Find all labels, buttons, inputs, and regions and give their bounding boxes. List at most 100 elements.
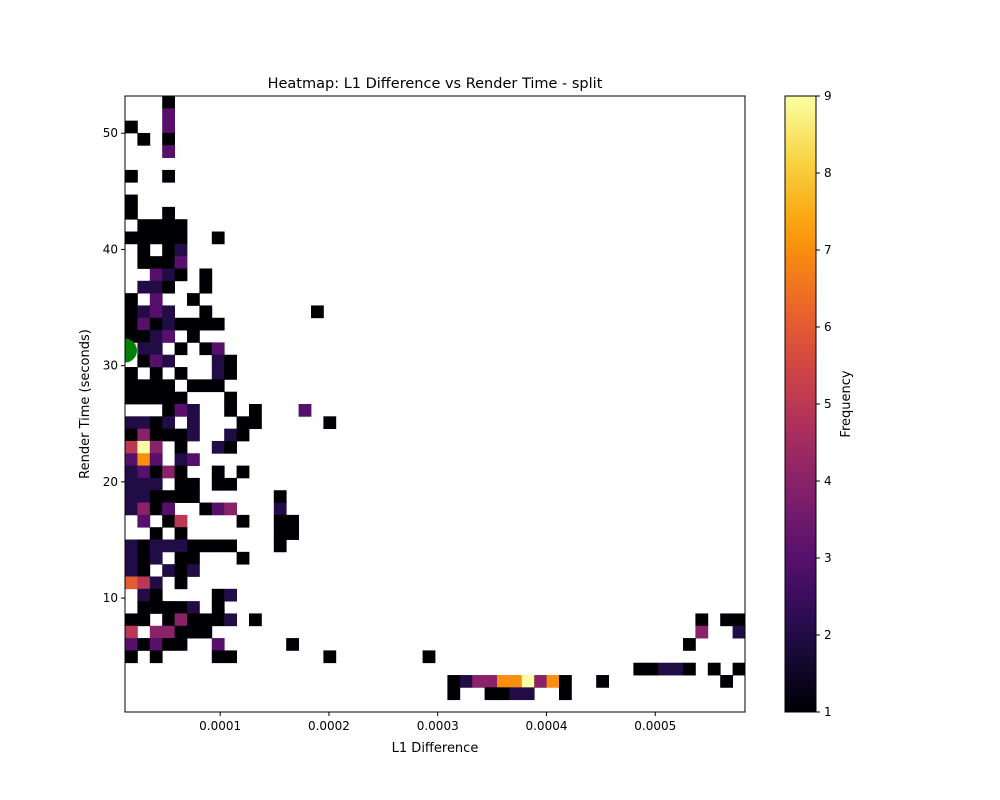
heatmap-cell bbox=[149, 428, 163, 442]
heatmap-cell bbox=[162, 108, 175, 122]
heatmap-cell bbox=[149, 416, 163, 430]
x-tick-label: 0.0003 bbox=[417, 719, 459, 733]
heatmap-cell bbox=[273, 490, 287, 503]
x-axis-label: L1 Difference bbox=[392, 741, 479, 756]
heatmap-cell bbox=[224, 428, 237, 442]
heatmap-cell bbox=[447, 675, 461, 688]
heatmap-cell bbox=[162, 404, 175, 417]
y-tick-label: 10 bbox=[103, 591, 118, 605]
heatmap-cell bbox=[273, 502, 287, 516]
heatmap-cell bbox=[224, 391, 237, 405]
heatmap-cell bbox=[174, 404, 188, 417]
heatmap-cell bbox=[497, 675, 510, 688]
heatmap-cell bbox=[472, 675, 485, 688]
heatmap-cell bbox=[125, 613, 138, 627]
heatmap-cell bbox=[137, 490, 151, 503]
heatmap-cell bbox=[137, 613, 151, 627]
heatmap-cell bbox=[162, 206, 175, 220]
heatmap-cell bbox=[174, 527, 188, 540]
heatmap-cell bbox=[187, 477, 200, 491]
heatmap-cell bbox=[211, 317, 225, 331]
heatmap-cell bbox=[125, 453, 138, 466]
heatmap-cell bbox=[174, 453, 188, 466]
colorbar-tick-label: 8 bbox=[824, 166, 832, 180]
heatmap-cell bbox=[484, 675, 498, 688]
heatmap-cell bbox=[137, 440, 151, 454]
heatmap-cell bbox=[162, 539, 175, 553]
heatmap-cell bbox=[745, 663, 758, 676]
heatmap-cell bbox=[211, 354, 225, 368]
heatmap-cell bbox=[224, 539, 237, 553]
heatmap-cell bbox=[125, 440, 138, 454]
heatmap-cell bbox=[236, 416, 250, 430]
colorbar-tick-label: 2 bbox=[824, 628, 832, 642]
heatmap-cell bbox=[224, 367, 237, 380]
heatmap-cell bbox=[149, 219, 163, 232]
heatmap-cell bbox=[162, 465, 175, 479]
heatmap-cell bbox=[273, 539, 287, 553]
colorbar-ticks: 1 2 3 4 5 6 7 8 9 bbox=[816, 89, 832, 719]
x-tick-label: 0.0002 bbox=[308, 719, 350, 733]
heatmap-cell bbox=[199, 539, 213, 553]
heatmap-cell bbox=[757, 613, 770, 626]
heatmap-cell bbox=[187, 490, 200, 503]
heatmap-cell bbox=[187, 564, 200, 577]
heatmap-cell bbox=[249, 613, 262, 627]
heatmap-cell bbox=[125, 169, 138, 183]
heatmap-cell bbox=[174, 465, 188, 479]
heatmap-cell bbox=[125, 367, 138, 380]
heatmap-cell bbox=[174, 268, 188, 282]
heatmap-cell bbox=[137, 453, 151, 466]
heatmap-cell bbox=[187, 404, 200, 417]
y-axis-label: Render Time (seconds) bbox=[78, 329, 93, 479]
heatmap-cell bbox=[125, 428, 138, 442]
heatmap-cell bbox=[149, 539, 163, 553]
heatmap-cell bbox=[224, 650, 237, 664]
heatmap-cell bbox=[187, 601, 200, 614]
heatmap-cell bbox=[211, 367, 225, 380]
heatmap-cell bbox=[745, 687, 758, 700]
heatmap-cell bbox=[286, 527, 299, 540]
heatmap-cell bbox=[137, 219, 151, 232]
colorbar-tick-label: 3 bbox=[824, 551, 832, 565]
heatmap-cell bbox=[249, 416, 262, 430]
heatmap-cell bbox=[137, 342, 151, 356]
heatmap-cell bbox=[174, 231, 188, 245]
heatmap-cell bbox=[720, 613, 733, 627]
heatmap-cell bbox=[286, 514, 299, 528]
heatmap-cell bbox=[732, 662, 745, 676]
heatmap-cell bbox=[757, 650, 770, 663]
heatmap-cell bbox=[174, 625, 188, 639]
heatmap-cell bbox=[162, 256, 175, 269]
heatmap-cell bbox=[149, 367, 163, 380]
heatmap-cell bbox=[162, 169, 175, 183]
heatmap-cell bbox=[149, 342, 163, 356]
heatmap-cell bbox=[199, 317, 213, 331]
heatmap-cell bbox=[137, 132, 151, 146]
heatmap-cell bbox=[162, 490, 175, 503]
heatmap-cell bbox=[125, 416, 138, 430]
heatmap-cell bbox=[211, 379, 225, 393]
heatmap-cell bbox=[174, 564, 188, 577]
heatmap-cell bbox=[137, 477, 151, 491]
heatmap-cell bbox=[162, 613, 175, 627]
heatmap-cell bbox=[683, 662, 696, 676]
heatmap-cell bbox=[323, 416, 337, 430]
colorbar-tick-label: 4 bbox=[824, 474, 832, 488]
heatmap-cell bbox=[137, 416, 151, 430]
heatmap-cell bbox=[447, 687, 461, 701]
heatmap-cell bbox=[149, 638, 163, 651]
heatmap-cell bbox=[125, 490, 138, 503]
heatmap-cell bbox=[211, 650, 225, 664]
colorbar-gradient bbox=[784, 95, 817, 713]
heatmap-cell bbox=[149, 293, 163, 306]
heatmap-cell bbox=[211, 342, 225, 356]
heatmap-cell bbox=[174, 551, 188, 565]
heatmap-cells bbox=[125, 96, 770, 701]
heatmap-cell bbox=[236, 551, 250, 565]
heatmap-cell bbox=[162, 601, 175, 614]
heatmap-cell bbox=[174, 601, 188, 614]
heatmap-cell bbox=[174, 243, 188, 257]
heatmap-cell bbox=[211, 465, 225, 479]
heatmap-cell bbox=[149, 650, 163, 664]
